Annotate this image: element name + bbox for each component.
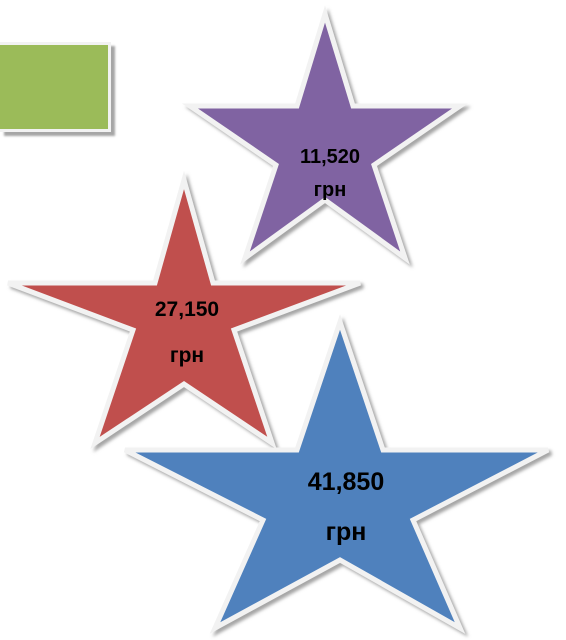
star-red-shape (7, 170, 361, 450)
star-red: 27,150 грн (7, 170, 361, 450)
star-blue-shape (123, 314, 550, 634)
star-blue-unit: грн (326, 518, 367, 546)
green-label-box (0, 42, 111, 132)
star-purple-shape (181, 5, 469, 265)
star-blue-amount: 41,850 (308, 468, 384, 496)
star-purple-amount: 11,520 (300, 146, 360, 168)
star-purple: 11,520 грн (181, 5, 469, 265)
star-purple-unit: грн (314, 179, 347, 201)
star-red-amount: 27,150 (155, 298, 219, 321)
star-blue: 41,850 грн (123, 314, 550, 634)
star-red-unit: грн (170, 344, 204, 367)
